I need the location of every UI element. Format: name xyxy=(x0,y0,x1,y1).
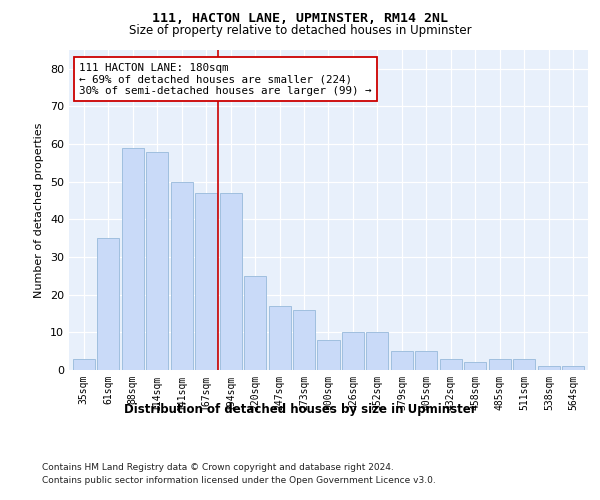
Text: Distribution of detached houses by size in Upminster: Distribution of detached houses by size … xyxy=(124,402,476,415)
Bar xyxy=(562,366,584,370)
Bar xyxy=(464,362,487,370)
Bar xyxy=(195,193,217,370)
Bar xyxy=(489,358,511,370)
Bar xyxy=(244,276,266,370)
Text: 111, HACTON LANE, UPMINSTER, RM14 2NL: 111, HACTON LANE, UPMINSTER, RM14 2NL xyxy=(152,12,448,26)
Bar xyxy=(269,306,290,370)
Bar xyxy=(415,351,437,370)
Bar xyxy=(73,358,95,370)
Text: Size of property relative to detached houses in Upminster: Size of property relative to detached ho… xyxy=(128,24,472,37)
Bar xyxy=(538,366,560,370)
Bar xyxy=(342,332,364,370)
Bar xyxy=(317,340,340,370)
Bar xyxy=(170,182,193,370)
Bar xyxy=(97,238,119,370)
Bar xyxy=(514,358,535,370)
Bar xyxy=(146,152,168,370)
Text: 111 HACTON LANE: 180sqm
← 69% of detached houses are smaller (224)
30% of semi-d: 111 HACTON LANE: 180sqm ← 69% of detache… xyxy=(79,63,372,96)
Y-axis label: Number of detached properties: Number of detached properties xyxy=(34,122,44,298)
Bar xyxy=(440,358,462,370)
Bar xyxy=(122,148,143,370)
Text: Contains HM Land Registry data © Crown copyright and database right 2024.: Contains HM Land Registry data © Crown c… xyxy=(42,462,394,471)
Text: Contains public sector information licensed under the Open Government Licence v3: Contains public sector information licen… xyxy=(42,476,436,485)
Bar xyxy=(293,310,315,370)
Bar xyxy=(220,193,242,370)
Bar xyxy=(391,351,413,370)
Bar xyxy=(367,332,388,370)
